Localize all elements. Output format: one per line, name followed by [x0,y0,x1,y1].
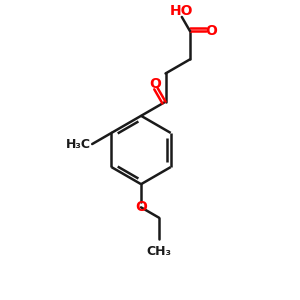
Text: CH₃: CH₃ [147,245,172,258]
Text: O: O [149,77,161,91]
Text: O: O [135,200,147,214]
Text: O: O [205,24,217,38]
Text: H₃C: H₃C [66,138,91,151]
Text: HO: HO [169,4,193,17]
